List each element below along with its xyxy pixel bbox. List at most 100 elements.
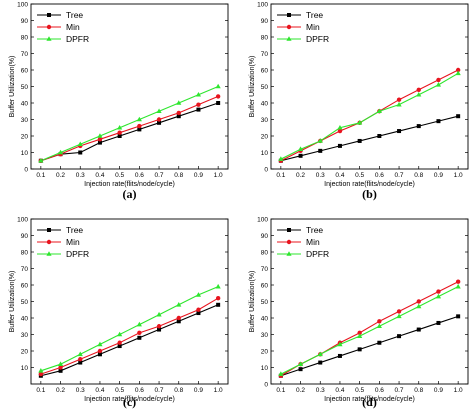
data-point-dpfr (317, 138, 323, 143)
y-tick-label: 90 (21, 18, 29, 25)
data-point-tree (436, 320, 441, 325)
y-tick-label: 80 (21, 34, 29, 41)
data-point-tree (117, 344, 122, 349)
y-tick-label: 40 (21, 315, 29, 322)
series-line-tree (280, 315, 459, 377)
data-point-dpfr (435, 82, 442, 87)
chart-panel-a: 0.1 0.2 0.3 0.4 0.5 0.6 0.7 0.8 0.9 1.0 0 10 20 30 40 5… (9, 1, 229, 201)
data-point-dpfr (278, 156, 284, 161)
series-min (278, 279, 461, 378)
data-point-tree (416, 124, 421, 129)
x-tick-label: 0.1 (276, 387, 285, 394)
y-tick-label: 0 (264, 381, 268, 388)
y-tick-label: 90 (261, 18, 269, 25)
y-tick-label: 50 (21, 299, 29, 306)
x-tick-label: 0.3 (316, 172, 325, 179)
y-tick-label: 70 (21, 51, 29, 58)
data-point-dpfr (117, 331, 123, 337)
y-tick-label: 40 (261, 100, 269, 107)
y-tick-label: 30 (261, 332, 269, 339)
data-point-min (357, 330, 362, 336)
x-tick-label: 0.7 (155, 387, 164, 394)
data-point-tree (97, 352, 102, 357)
x-tick-label: 0.1 (36, 387, 45, 394)
series-dpfr (278, 283, 461, 376)
data-point-tree (456, 314, 461, 319)
y-tick-label: 20 (261, 133, 269, 140)
panel-label: (d) (362, 395, 377, 409)
legend-label-dpfr: DPFR (306, 249, 329, 259)
legend-marker (286, 251, 292, 256)
x-tick-label: 0.5 (115, 387, 124, 394)
y-tick-label: 40 (261, 315, 269, 322)
y-tick-label: 10 (21, 150, 29, 157)
y-tick-label: 100 (257, 216, 268, 223)
y-tick-label: 70 (21, 266, 29, 273)
x-axis-label: Injection rate(flits/node/cycle) (324, 181, 415, 188)
data-point-dpfr (278, 371, 284, 376)
y-tick-label: 0 (24, 166, 28, 173)
data-point-dpfr (77, 141, 83, 147)
data-point-min (416, 299, 421, 304)
data-point-dpfr (38, 157, 44, 163)
x-tick-label: 0.9 (434, 387, 443, 394)
data-point-tree (357, 138, 362, 143)
x-tick-label: 0.2 (296, 172, 305, 179)
x-tick-label: 0.2 (56, 387, 65, 394)
legend-label-tree: Tree (306, 225, 323, 235)
data-point-tree (216, 302, 221, 307)
y-tick-label: 10 (261, 150, 269, 157)
data-point-min (455, 67, 461, 73)
legend: Tree Min DPFR (277, 225, 329, 259)
data-point-min (196, 102, 201, 107)
y-tick-label: 30 (261, 117, 269, 124)
y-tick-label: 70 (261, 51, 269, 58)
x-axis-label: Injection rate(flits/node/cycle) (324, 396, 415, 403)
data-point-tree (58, 368, 63, 373)
series-line-min (40, 297, 219, 375)
x-tick-label: 0.8 (174, 387, 183, 394)
legend-label-tree: Tree (66, 225, 83, 235)
data-point-dpfr (317, 351, 323, 357)
data-point-tree (137, 127, 142, 132)
y-tick-label: 80 (261, 34, 269, 41)
data-point-min (196, 307, 201, 312)
data-point-tree (298, 153, 303, 158)
y-tick-label: 10 (261, 365, 269, 372)
x-tick-label: 0.9 (434, 172, 443, 179)
legend-marker (46, 251, 52, 256)
x-tick-label: 0.9 (194, 172, 203, 179)
data-point-min (137, 330, 142, 336)
data-point-dpfr (176, 302, 182, 307)
data-point-tree (318, 360, 323, 365)
series-line-tree (280, 115, 459, 162)
y-axis-label: Buffer Utilization(%) (249, 271, 256, 333)
data-point-tree (357, 347, 362, 352)
data-point-tree (196, 107, 201, 112)
x-tick-label: 0.8 (414, 172, 423, 179)
data-point-min (97, 348, 103, 354)
legend-marker (47, 228, 51, 232)
data-point-tree (397, 334, 402, 339)
chart-panel-d: 0.1 0.2 0.3 0.4 0.5 0.6 0.7 0.8 0.9 1.0 0 10 20 30 40 5… (249, 216, 469, 409)
series-min (278, 67, 461, 163)
x-tick-label: 0.1 (276, 172, 285, 179)
data-point-tree (176, 114, 181, 119)
data-point-min (156, 117, 162, 122)
y-tick-label: 60 (21, 282, 29, 289)
panel-label: (a) (123, 187, 137, 201)
data-point-tree (97, 140, 102, 145)
data-point-tree (337, 143, 342, 148)
series-dpfr (278, 70, 461, 161)
legend-marker (46, 36, 52, 41)
legend: Tree Min DPFR (37, 225, 89, 259)
panel-label: (b) (362, 187, 377, 201)
series-tree (38, 101, 221, 163)
chart-panel-b: 0.1 0.2 0.3 0.4 0.5 0.6 0.7 0.8 0.9 1.0 0 10 20 30 40 5… (249, 1, 469, 201)
data-point-min (436, 77, 441, 83)
x-tick-label: 0.5 (355, 387, 364, 394)
legend-label-min: Min (306, 237, 320, 247)
data-point-dpfr (297, 146, 304, 151)
x-tick-label: 0.4 (335, 387, 344, 394)
data-point-min (416, 87, 421, 93)
